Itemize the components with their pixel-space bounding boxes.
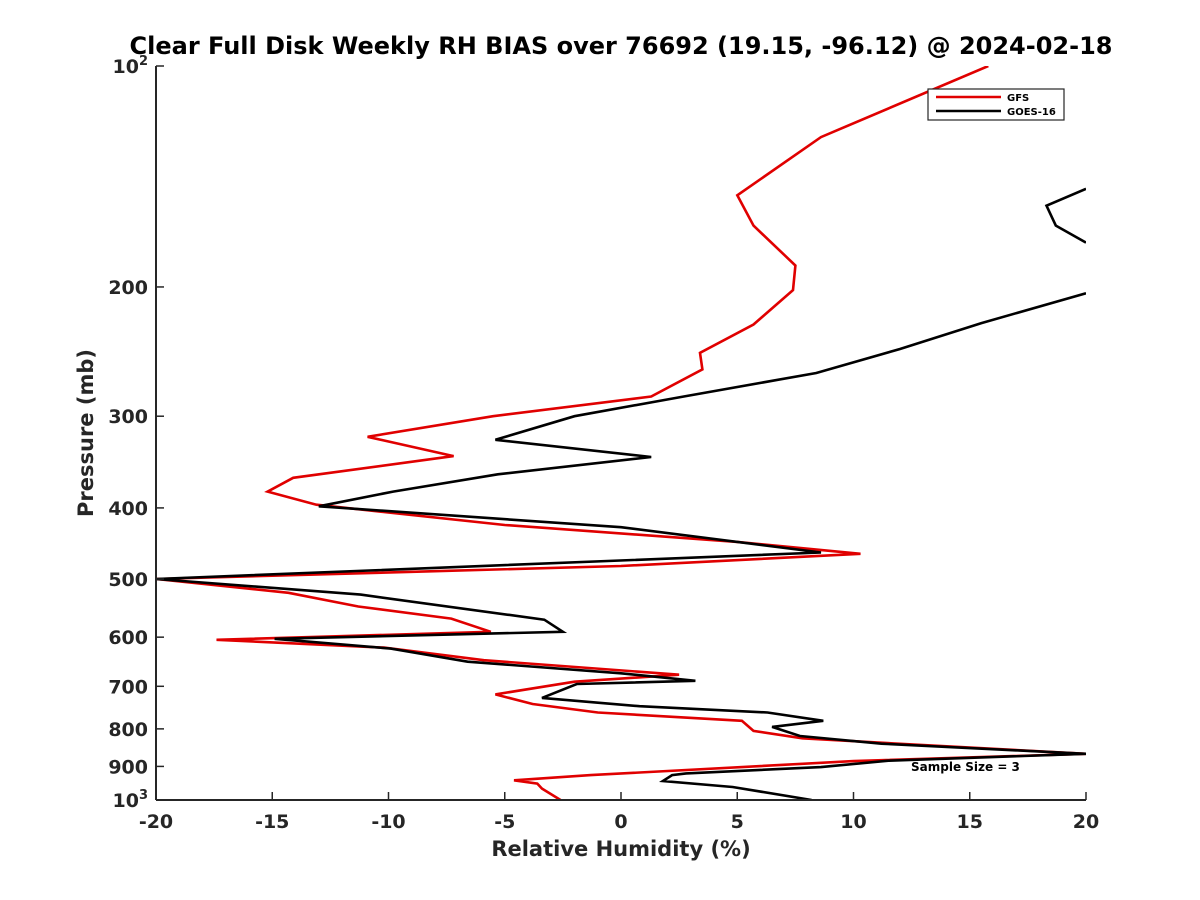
series-line-goes16-segment-1: [1044, 187, 1086, 244]
sample-size-annotation: Sample Size = 3: [911, 760, 1020, 774]
y-tick-label: 400: [108, 498, 148, 520]
series-layer: [156, 66, 1086, 800]
x-axis-ticks: -20 -15 -10 -5 0 5 10 15 20: [139, 792, 1099, 833]
y-tick-label: 200: [108, 277, 148, 299]
legend-label-goes16: GOES-16: [1007, 107, 1056, 118]
x-tick-label: -10: [371, 811, 405, 833]
chart-title: Clear Full Disk Weekly RH BIAS over 7669…: [130, 32, 1113, 60]
x-axis-label: Relative Humidity (%): [491, 837, 750, 861]
x-tick-label: 20: [1073, 811, 1099, 833]
y-tick-label: 102: [113, 54, 149, 78]
x-tick-label: 0: [614, 811, 627, 833]
y-tick-label: 900: [108, 756, 148, 778]
y-tick-label: 800: [108, 719, 148, 741]
x-tick-label: -5: [494, 811, 515, 833]
y-axis-ticks: 102 200 300 400 500 600 700 800 900 103: [108, 54, 164, 812]
y-tick-label: 103: [113, 788, 149, 812]
x-tick-label: -15: [255, 811, 289, 833]
y-axis-label: Pressure (mb): [74, 349, 98, 517]
x-tick-label: 5: [731, 811, 744, 833]
y-tick-label: 300: [108, 406, 148, 428]
x-tick-label: -20: [139, 811, 173, 833]
x-tick-label: 15: [957, 811, 983, 833]
y-tick-label: 600: [108, 627, 148, 649]
legend: GFS GOES-16: [927, 88, 1065, 121]
y-tick-label: 700: [108, 676, 148, 698]
series-line-gfs: [156, 66, 1086, 800]
legend-label-gfs: GFS: [1007, 93, 1029, 104]
legend-box: [927, 88, 1065, 121]
y-tick-label: 500: [108, 569, 148, 591]
x-tick-label: 10: [840, 811, 866, 833]
series-line-goes16-segment-2: [156, 292, 1086, 800]
